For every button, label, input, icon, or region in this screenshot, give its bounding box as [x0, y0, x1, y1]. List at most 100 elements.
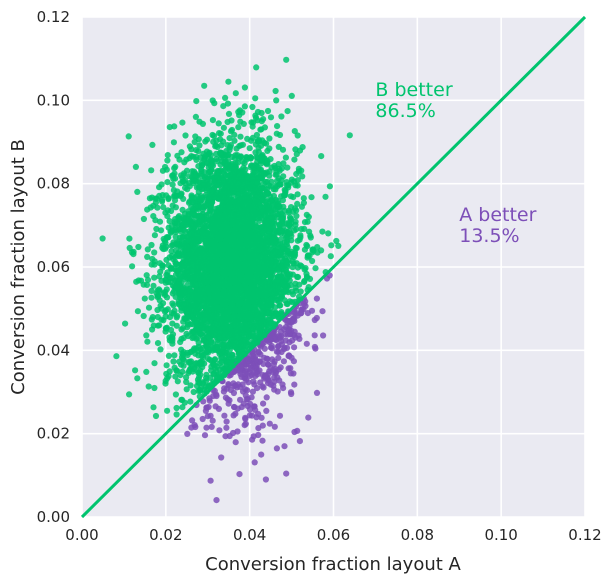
point-b-better: [125, 133, 132, 140]
point-b-better: [276, 275, 283, 283]
point-a-better: [231, 404, 238, 411]
point-b-better: [159, 198, 166, 205]
point-a-better: [263, 407, 270, 414]
point-b-better: [236, 173, 243, 180]
point-b-better: [252, 112, 259, 119]
point-b-better: [255, 278, 263, 285]
point-a-better: [184, 430, 191, 437]
point-b-better: [237, 133, 244, 140]
point-a-better: [265, 377, 272, 384]
point-b-better: [152, 412, 160, 420]
point-b-better: [287, 282, 294, 289]
point-b-better: [151, 384, 158, 392]
point-a-better: [237, 383, 244, 390]
point-b-better: [174, 152, 181, 159]
point-b-better: [293, 170, 300, 178]
point-b-better: [182, 132, 189, 139]
point-a-better: [255, 410, 262, 417]
point-b-better: [183, 374, 190, 381]
point-b-better: [266, 172, 273, 179]
point-a-better: [236, 471, 243, 478]
point-b-better: [187, 221, 194, 228]
point-b-better: [283, 56, 290, 63]
point-b-better: [296, 281, 303, 288]
point-a-better: [291, 328, 298, 335]
point-b-better: [294, 200, 301, 207]
point-a-better: [255, 349, 262, 356]
point-b-better: [259, 230, 266, 237]
point-b-better: [229, 249, 236, 256]
point-a-better: [313, 295, 320, 302]
point-b-better: [346, 132, 353, 139]
point-b-better: [164, 407, 171, 414]
point-a-better: [259, 437, 266, 444]
point-b-better: [290, 260, 297, 267]
point-b-better: [288, 237, 295, 244]
point-a-better: [276, 412, 284, 419]
point-b-better: [169, 181, 176, 188]
point-b-better: [216, 360, 223, 367]
point-b-better: [157, 227, 165, 234]
point-b-better: [162, 380, 169, 387]
point-b-better: [148, 167, 155, 174]
point-b-better: [148, 241, 155, 249]
point-b-better: [166, 254, 173, 261]
point-b-better: [159, 167, 166, 174]
point-a-better: [250, 433, 257, 440]
point-a-better: [249, 388, 256, 395]
point-b-better: [258, 175, 266, 182]
point-b-better: [206, 356, 213, 363]
point-b-better: [333, 237, 340, 245]
point-b-better: [145, 383, 152, 390]
point-b-better: [224, 142, 231, 149]
point-a-better: [271, 358, 278, 365]
point-b-better: [179, 368, 186, 375]
point-b-better: [204, 175, 211, 182]
point-b-better: [149, 141, 156, 148]
point-b-better: [214, 173, 221, 181]
point-b-better: [254, 199, 261, 207]
point-a-better: [206, 395, 213, 402]
point-b-better: [143, 281, 151, 288]
point-b-better: [179, 119, 186, 126]
point-b-better: [285, 182, 292, 189]
point-a-better: [261, 345, 268, 352]
point-b-better: [154, 204, 161, 211]
point-a-better: [260, 400, 267, 407]
point-b-better: [283, 248, 290, 255]
point-b-better: [176, 275, 184, 282]
point-b-better: [290, 178, 298, 185]
point-b-better: [288, 92, 295, 99]
point-b-better: [196, 142, 203, 149]
point-a-better: [271, 334, 278, 341]
point-b-better: [294, 182, 301, 189]
point-b-better: [197, 235, 204, 242]
point-b-better: [192, 360, 199, 367]
point-b-better: [126, 235, 133, 242]
point-b-better: [173, 411, 180, 418]
point-b-better: [204, 349, 212, 356]
point-b-better: [254, 138, 261, 145]
point-b-better: [218, 317, 225, 324]
point-b-better: [220, 138, 227, 145]
point-b-better: [132, 367, 139, 374]
point-b-better: [164, 213, 171, 220]
point-b-better: [174, 188, 181, 195]
point-a-better: [189, 417, 196, 424]
point-b-better: [273, 171, 280, 178]
point-b-better: [287, 230, 294, 237]
point-a-better: [291, 381, 298, 388]
point-b-better: [236, 107, 243, 114]
point-b-better: [300, 195, 307, 202]
point-b-better: [205, 382, 212, 389]
point-a-better: [213, 391, 220, 398]
point-b-better: [170, 358, 177, 365]
point-b-better: [169, 337, 176, 344]
point-b-better: [209, 172, 216, 179]
point-b-better: [173, 314, 180, 321]
point-a-better: [246, 406, 254, 413]
point-b-better: [319, 228, 326, 235]
point-b-better: [253, 227, 260, 234]
point-b-better: [216, 130, 223, 137]
point-b-better: [180, 262, 187, 269]
